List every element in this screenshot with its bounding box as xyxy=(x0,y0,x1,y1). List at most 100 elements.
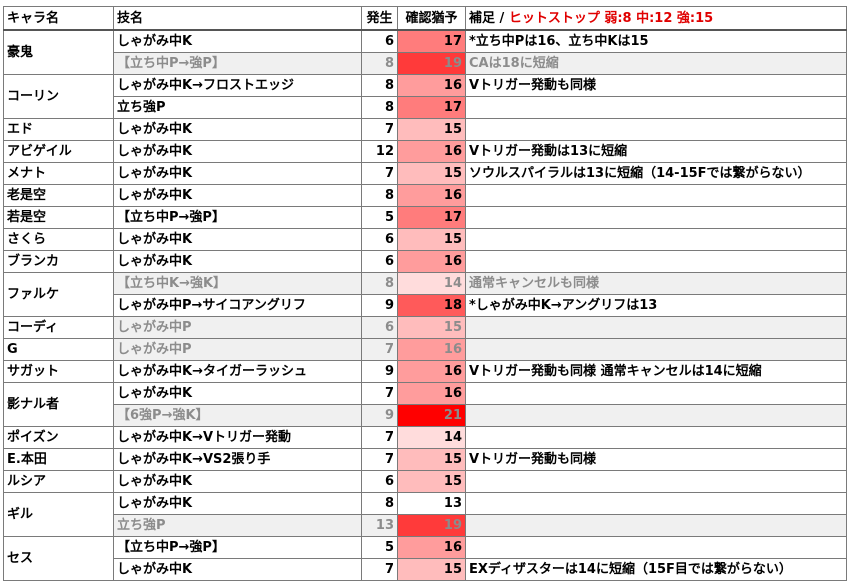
note-cell xyxy=(465,228,847,251)
character-name-cell: ポイズン xyxy=(3,426,114,449)
table-row: 立ち強P 13 19 xyxy=(4,514,847,537)
startup-frames-cell: 7 xyxy=(361,162,398,185)
confirm-window-cell: 15 xyxy=(397,316,466,339)
move-name-cell: しゃがみ中K xyxy=(113,382,362,405)
confirm-window-cell: 17 xyxy=(397,96,466,119)
table-row: さくら しゃがみ中K 6 15 xyxy=(3,228,847,251)
character-name-cell: コーディ xyxy=(3,316,114,339)
move-name-cell: 【立ち中P→強P】 xyxy=(113,206,362,229)
startup-frames-cell: 12 xyxy=(361,140,398,163)
confirm-window-cell: 16 xyxy=(397,250,466,273)
character-name-cell: セス xyxy=(3,536,114,581)
startup-frames-cell: 9 xyxy=(361,360,398,383)
confirm-window-cell: 15 xyxy=(397,118,466,141)
character-name-cell: ルシア xyxy=(3,470,114,493)
note-cell xyxy=(465,404,847,427)
move-name-cell: しゃがみ中K xyxy=(113,228,362,251)
table-row: 影ナル者 しゃがみ中K 7 16 xyxy=(3,382,847,427)
character-name-cell: さくら xyxy=(3,228,114,251)
confirm-window-cell: 16 xyxy=(397,360,466,383)
startup-frames-cell: 7 xyxy=(361,558,398,581)
table-row: 若是空 【立ち中P→強P】 5 17 xyxy=(3,206,847,229)
move-name-cell: 【6強P→強K】 xyxy=(113,404,362,427)
note-cell: Vトリガー発動も同様 通常キャンセルは14に短縮 xyxy=(465,360,847,383)
note-cell: ソウルスパイラルは13に短縮（14-15Fでは繋がらない） xyxy=(465,162,847,185)
frame-data-table: キャラ名 技名 発生 確認猶予 補足 / ヒットストップ 弱:8 中:12 強:… xyxy=(3,6,847,581)
table-row: しゃがみ中K 7 15 EXディザスターは14に短縮（15F目では繋がらない） xyxy=(4,558,847,581)
table-row: エド しゃがみ中K 7 15 xyxy=(3,118,847,141)
character-name-cell: メナト xyxy=(3,162,114,185)
note-cell xyxy=(465,118,847,141)
table-header-row: キャラ名 技名 発生 確認猶予 補足 / ヒットストップ 弱:8 中:12 強:… xyxy=(3,6,847,31)
note-cell xyxy=(465,250,847,273)
startup-frames-cell: 13 xyxy=(361,514,398,537)
table-row: ポイズン しゃがみ中K→Vトリガー発動 7 14 xyxy=(3,426,847,449)
startup-frames-cell: 7 xyxy=(361,426,398,449)
note-cell xyxy=(465,184,847,207)
column-header-notes: 補足 / ヒットストップ 弱:8 中:12 強:15 xyxy=(465,6,847,31)
table-row: コーディ しゃがみ中P 6 15 xyxy=(3,316,847,339)
confirm-window-cell: 15 xyxy=(397,162,466,185)
confirm-window-cell: 16 xyxy=(397,382,466,405)
note-cell: *立ち中Pは16、立ち中Kは15 xyxy=(465,29,847,53)
column-header-confirm-window: 確認猶予 xyxy=(397,6,466,31)
move-name-cell: しゃがみ中K xyxy=(113,162,362,185)
move-name-cell: しゃがみ中K→VS2張り手 xyxy=(113,448,362,471)
startup-frames-cell: 9 xyxy=(361,404,398,427)
table-row: E.本田 しゃがみ中K→VS2張り手 7 15 Vトリガー発動も同様 xyxy=(3,448,847,471)
note-cell xyxy=(465,206,847,229)
character-name-cell: 影ナル者 xyxy=(3,382,114,427)
move-name-cell: しゃがみ中K xyxy=(113,118,362,141)
move-name-cell: しゃがみ中P→サイコアングリフ xyxy=(113,294,362,317)
table-row: ルシア しゃがみ中K 6 15 xyxy=(3,470,847,493)
move-name-cell: しゃがみ中K xyxy=(113,29,362,53)
confirm-window-cell: 18 xyxy=(397,294,466,317)
move-name-cell: しゃがみ中K→Vトリガー発動 xyxy=(113,426,362,449)
note-cell xyxy=(465,492,847,515)
character-name-cell: アビゲイル xyxy=(3,140,114,163)
confirm-window-cell: 17 xyxy=(397,29,466,53)
note-cell: Vトリガー発動も同様 xyxy=(465,448,847,471)
confirm-window-cell: 16 xyxy=(397,140,466,163)
note-cell: 通常キャンセルも同様 xyxy=(465,272,847,295)
table-row: メナト しゃがみ中K 7 15 ソウルスパイラルは13に短縮（14-15Fでは繋がらない… xyxy=(3,162,847,185)
move-name-cell: しゃがみ中K xyxy=(113,558,362,581)
startup-frames-cell: 6 xyxy=(361,316,398,339)
confirm-window-cell: 15 xyxy=(397,558,466,581)
startup-frames-cell: 7 xyxy=(361,382,398,405)
note-cell xyxy=(465,514,847,537)
table-row: セス 【立ち中P→強P】 5 16 xyxy=(3,536,847,581)
table-row: 老是空 しゃがみ中K 8 16 xyxy=(3,184,847,207)
startup-frames-cell: 8 xyxy=(361,52,398,75)
note-cell: EXディザスターは14に短縮（15F目では繋がらない） xyxy=(465,558,847,581)
character-name-cell: E.本田 xyxy=(3,448,114,471)
character-name-cell: 老是空 xyxy=(3,184,114,207)
table-row: サガット しゃがみ中K→タイガーラッシュ 9 16 Vトリガー発動も同様 通常キャンセル… xyxy=(3,360,847,383)
notes-header-label: 補足 / xyxy=(469,10,509,26)
hitstop-header-label: ヒットストップ 弱:8 中:12 強:15 xyxy=(508,10,714,26)
startup-frames-cell: 8 xyxy=(361,96,398,119)
note-cell xyxy=(465,316,847,339)
note-cell xyxy=(465,470,847,493)
move-name-cell: しゃがみ中K xyxy=(113,140,362,163)
note-cell xyxy=(465,382,847,405)
table-row: 豪鬼 しゃがみ中K 6 17 *立ち中Pは16、立ち中Kは15 xyxy=(3,29,847,75)
move-name-cell: 立ち強P xyxy=(113,96,362,119)
confirm-window-cell: 17 xyxy=(397,206,466,229)
column-header-startup: 発生 xyxy=(361,6,398,31)
move-name-cell: しゃがみ中P xyxy=(113,338,362,361)
confirm-window-cell: 14 xyxy=(397,426,466,449)
character-name-cell: 豪鬼 xyxy=(3,29,114,75)
confirm-window-cell: 16 xyxy=(397,184,466,207)
confirm-window-cell: 21 xyxy=(397,404,466,427)
note-cell xyxy=(465,426,847,449)
startup-frames-cell: 6 xyxy=(361,250,398,273)
startup-frames-cell: 6 xyxy=(361,29,398,53)
character-name-cell: G xyxy=(3,338,114,361)
move-name-cell: しゃがみ中K xyxy=(113,250,362,273)
table-row: ギル しゃがみ中K 8 13 xyxy=(3,492,847,537)
table-row: 立ち強P 8 17 xyxy=(4,96,847,119)
note-cell xyxy=(465,96,847,119)
table-body: 豪鬼 しゃがみ中K 6 17 *立ち中Pは16、立ち中Kは15 【立ち中P→強P】 8 19 C… xyxy=(3,29,847,581)
character-name-cell: サガット xyxy=(3,360,114,383)
